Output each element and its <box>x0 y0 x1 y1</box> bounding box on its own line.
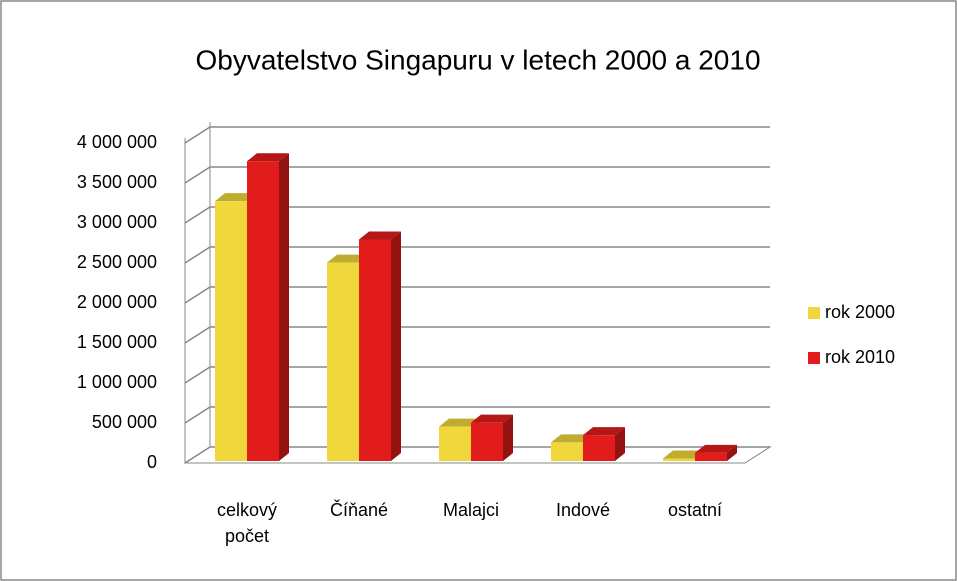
bar-top <box>551 434 593 443</box>
grid-line <box>184 286 770 304</box>
y-tick-label: 2 500 000 <box>77 252 157 272</box>
grid-line <box>184 246 770 264</box>
grid-line <box>184 366 770 384</box>
y-tick-label: 1 500 000 <box>77 332 157 352</box>
bar <box>439 426 471 461</box>
bar-top <box>583 427 625 436</box>
grid-line <box>184 166 770 184</box>
bar-top <box>359 231 401 240</box>
x-tick-label: ostatní <box>667 500 723 520</box>
bar <box>583 435 615 461</box>
bar <box>215 201 247 461</box>
y-tick-label: 3 000 000 <box>77 212 157 232</box>
legend-label: rok 2010 <box>825 347 895 367</box>
y-tick-label: 500 000 <box>92 412 157 432</box>
x-tick-label: Malajci <box>442 500 499 520</box>
y-tick-label: 2 000 000 <box>77 292 157 312</box>
bar-side <box>615 427 625 461</box>
bar-top <box>663 450 705 459</box>
bar-top <box>439 418 481 427</box>
bar-side <box>503 414 513 461</box>
x-tick-label: Číňané <box>329 500 389 520</box>
bar-side <box>279 153 289 462</box>
bar <box>551 442 583 461</box>
y-tick-label: 0 <box>147 452 157 472</box>
bar-top <box>247 153 289 162</box>
grid-line <box>184 206 770 224</box>
x-tick-label: celkový počet <box>216 500 278 546</box>
bar <box>327 262 359 461</box>
chart-title: Obyvatelstvo Singapuru v letech 2000 a 2… <box>195 44 760 75</box>
legend-swatch <box>808 352 820 364</box>
bar-top <box>471 414 513 423</box>
legend-label: rok 2000 <box>825 302 895 322</box>
bar-top <box>695 444 737 453</box>
bar <box>695 452 727 461</box>
y-tick-label: 3 500 000 <box>77 172 157 192</box>
bar <box>471 422 503 461</box>
grid-line <box>184 406 770 424</box>
bar <box>663 458 695 461</box>
bar-top <box>327 254 369 263</box>
bar <box>247 161 279 462</box>
bar <box>359 239 391 461</box>
grid-line <box>184 326 770 344</box>
y-tick-label: 4 000 000 <box>77 132 157 152</box>
y-tick-label: 1 000 000 <box>77 372 157 392</box>
grid-line <box>184 126 770 144</box>
legend-swatch <box>808 307 820 319</box>
bar-side <box>727 444 737 461</box>
bar-top <box>215 193 257 202</box>
bar-side <box>391 231 401 461</box>
x-tick-label: Indové <box>555 500 611 520</box>
